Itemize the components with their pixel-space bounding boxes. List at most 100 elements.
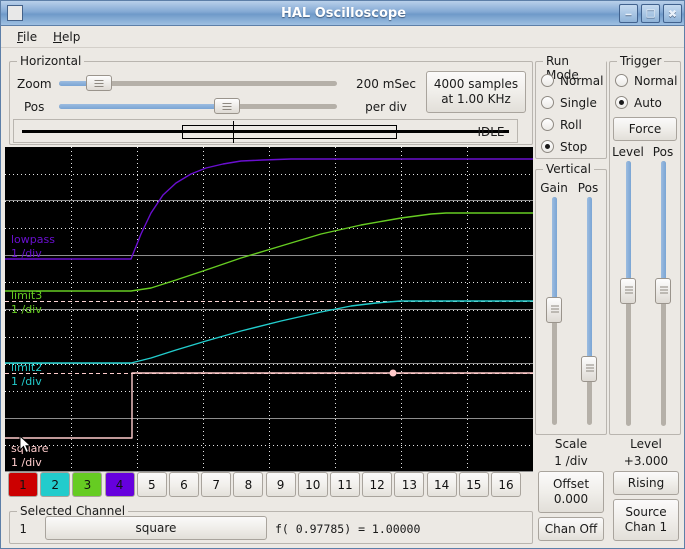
vertical-group: Vertical bbox=[535, 162, 607, 435]
trigger-force-button[interactable]: Force bbox=[613, 117, 677, 141]
vertical-pos-slider[interactable] bbox=[581, 197, 597, 425]
horizontal-legend: Horizontal bbox=[17, 54, 85, 68]
scope-display[interactable]: lowpass 1 /div limit3 1 /div limit2 1 /div squ… bbox=[5, 147, 533, 472]
menu-bar: File Help bbox=[1, 26, 684, 48]
channel-button-13[interactable]: 13 bbox=[394, 472, 425, 497]
channel-button-5[interactable]: 5 bbox=[136, 472, 167, 497]
channel-button-6[interactable]: 6 bbox=[169, 472, 199, 497]
sample-rate-line2: at 1.00 KHz bbox=[441, 92, 511, 106]
channel-button-3[interactable]: 3 bbox=[72, 472, 103, 497]
trigger-auto-label: Auto bbox=[634, 96, 662, 110]
run-mode-stop-radio[interactable]: Stop bbox=[541, 139, 587, 155]
horizontal-pos-slider-knob[interactable] bbox=[214, 98, 240, 114]
sample-rate-line1: 4000 samples bbox=[433, 77, 519, 91]
run-mode-roll-label: Roll bbox=[560, 118, 582, 132]
channel-button-12[interactable]: 12 bbox=[362, 472, 393, 497]
channel-button-11[interactable]: 11 bbox=[330, 472, 360, 497]
channel-button-label: 4 bbox=[115, 477, 124, 492]
position-strip-tick bbox=[233, 121, 234, 143]
channel-button-7[interactable]: 7 bbox=[201, 472, 232, 497]
vertical-pos-slider-knob[interactable] bbox=[581, 356, 597, 382]
pos-label: Pos bbox=[24, 100, 45, 114]
menu-file[interactable]: File bbox=[13, 29, 41, 45]
channel-button-15[interactable]: 15 bbox=[458, 472, 489, 497]
trigger-source-button[interactable]: Source Chan 1 bbox=[613, 499, 679, 541]
channel-button-label: 15 bbox=[466, 477, 482, 492]
trigger-level-value: +3.000 bbox=[623, 454, 669, 468]
run-mode-normal-radio[interactable]: Normal bbox=[541, 73, 603, 89]
run-mode-group: Run Mode bbox=[535, 54, 607, 159]
channel-button-label: 14 bbox=[433, 477, 450, 492]
zoom-slider-knob[interactable] bbox=[86, 75, 112, 91]
window-menu-icon[interactable] bbox=[7, 5, 23, 21]
vertical-legend: Vertical bbox=[543, 162, 594, 176]
horizontal-position-strip[interactable] bbox=[13, 119, 518, 143]
scope-trace-scale-lowpass: 1 /div bbox=[11, 247, 42, 260]
chan-off-button[interactable]: Chan Off bbox=[538, 517, 604, 541]
minimize-icon: ⎯ bbox=[625, 7, 632, 20]
timebase-value: 200 mSec bbox=[355, 77, 416, 91]
trigger-legend: Trigger bbox=[617, 54, 665, 68]
trigger-pos-slider-label: Pos bbox=[652, 145, 674, 159]
trigger-level-title: Level bbox=[630, 437, 662, 451]
horizontal-pos-slider-fill bbox=[59, 104, 227, 109]
run-mode-single-radio[interactable]: Single bbox=[541, 95, 597, 111]
channel-button-1[interactable]: 1 bbox=[8, 472, 38, 497]
trigger-pos-slider[interactable] bbox=[655, 161, 671, 426]
channel-button-2[interactable]: 2 bbox=[40, 472, 71, 497]
trigger-auto-radio[interactable]: Auto bbox=[615, 95, 662, 111]
trigger-edge-button[interactable]: Rising bbox=[613, 471, 679, 495]
trigger-pos-slider-knob[interactable] bbox=[655, 278, 671, 304]
channel-button-8[interactable]: 8 bbox=[233, 472, 264, 497]
channel-button-9[interactable]: 9 bbox=[265, 472, 296, 497]
channel-button-16[interactable]: 16 bbox=[491, 472, 521, 497]
run-mode-roll-radio[interactable]: Roll bbox=[541, 117, 582, 133]
vertical-gain-slider-knob[interactable] bbox=[546, 297, 562, 323]
close-button[interactable]: ✖ bbox=[663, 4, 682, 23]
selected-channel-signal-button[interactable]: square bbox=[45, 516, 267, 540]
menu-file-rest: ile bbox=[23, 30, 38, 44]
scope-trace-scale-square: 1 /div bbox=[11, 456, 42, 469]
menu-file-mnemonic: F bbox=[17, 30, 24, 44]
horizontal-pos-slider[interactable] bbox=[59, 98, 337, 114]
position-strip-baseline bbox=[22, 130, 509, 133]
trigger-group: Trigger bbox=[609, 54, 681, 435]
channel-button-14[interactable]: 14 bbox=[426, 472, 457, 497]
channel-button-label: 6 bbox=[180, 477, 188, 492]
vertical-gain-slider-fill bbox=[552, 197, 557, 310]
scope-trace-scale-limit3: 1 /div bbox=[11, 303, 42, 316]
channel-button-label: 1 bbox=[19, 477, 27, 492]
channel-button-10[interactable]: 10 bbox=[297, 472, 328, 497]
menu-help-mnemonic: H bbox=[53, 30, 63, 44]
vertical-scale-title: Scale bbox=[554, 437, 588, 451]
channel-button-label: 2 bbox=[51, 477, 59, 492]
timebase-unit: per div bbox=[365, 100, 407, 114]
run-mode-normal-label: Normal bbox=[560, 74, 604, 88]
selected-channel-group: Selected Channel bbox=[9, 504, 533, 544]
vertical-offset-line2: 0.000 bbox=[553, 492, 589, 506]
zoom-slider[interactable] bbox=[59, 75, 337, 91]
zoom-label: Zoom bbox=[17, 77, 52, 91]
trigger-normal-radio[interactable]: Normal bbox=[615, 73, 677, 89]
maximize-icon: ☐ bbox=[645, 7, 656, 20]
channel-button-4[interactable]: 4 bbox=[104, 472, 135, 497]
vertical-offset-button[interactable]: Offset 0.000 bbox=[538, 471, 604, 513]
channel-button-label: 7 bbox=[212, 477, 220, 492]
channel-button-label: 3 bbox=[83, 477, 92, 492]
trigger-level-slider[interactable] bbox=[620, 161, 636, 426]
menu-help[interactable]: Help bbox=[49, 29, 84, 45]
channel-button-label: 16 bbox=[498, 477, 514, 492]
trigger-source-line1: Source bbox=[625, 505, 667, 519]
channel-button-label: 9 bbox=[276, 477, 285, 492]
trigger-level-slider-knob[interactable] bbox=[620, 278, 636, 304]
maximize-button[interactable]: ☐ bbox=[641, 4, 660, 23]
vertical-gain-slider[interactable] bbox=[546, 197, 562, 425]
channel-button-label: 11 bbox=[337, 477, 353, 492]
zoom-slider-track[interactable] bbox=[59, 81, 337, 86]
channel-button-label: 8 bbox=[244, 477, 253, 492]
position-strip-window[interactable] bbox=[182, 125, 397, 139]
sample-rate-button[interactable]: 4000 samples at 1.00 KHz bbox=[426, 71, 526, 113]
minimize-button[interactable]: ⎯ bbox=[619, 4, 638, 23]
